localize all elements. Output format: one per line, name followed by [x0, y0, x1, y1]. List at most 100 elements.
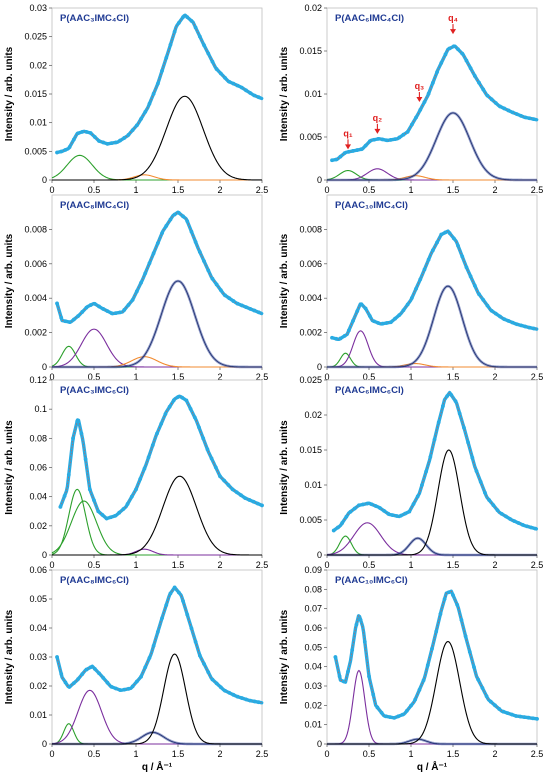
y-tick-label: 0.02	[29, 521, 47, 531]
x-axis-title: q / Å⁻¹	[142, 760, 173, 772]
data-point	[109, 684, 114, 689]
chart-panel-2: 0 0.005 0.01 0.015 0.02 0 0.5 1 1.5 2 2.5 Intensity…	[279, 3, 543, 195]
data-point	[172, 585, 177, 590]
y-tick-label: 0.02	[29, 681, 47, 691]
data-point	[505, 711, 510, 716]
x-tick-label: 2.5	[256, 560, 269, 570]
data-point	[533, 526, 538, 531]
data-point	[481, 87, 486, 92]
data-point	[527, 116, 532, 121]
data-point	[210, 677, 215, 682]
x-tick-label: 0	[324, 185, 329, 195]
data-point	[417, 687, 422, 692]
plot-frame	[51, 7, 263, 181]
y-tick-label: 0.005	[24, 146, 47, 156]
data-point	[210, 59, 215, 64]
data-point	[460, 254, 465, 259]
data-point	[218, 474, 222, 479]
data-point	[495, 508, 500, 513]
data-point	[519, 323, 523, 328]
data-point	[113, 686, 118, 691]
panel-title: P(AAC₈IMC₄Cl)	[60, 200, 129, 211]
data-point	[367, 674, 371, 679]
data-point	[481, 298, 486, 302]
peak-annotation-arrow-head	[416, 97, 423, 103]
x-tick-label: 1.5	[172, 372, 185, 382]
peak-annotation-arrow-head	[374, 128, 381, 134]
x-tick-label: 0.5	[363, 372, 376, 382]
gaussian-peak-3	[52, 731, 262, 746]
data-point	[359, 302, 364, 307]
x-tick-label: 0	[49, 749, 54, 759]
data-point	[403, 511, 408, 516]
data-point	[399, 513, 403, 518]
x-tick-label: 0	[324, 372, 329, 382]
data-point	[193, 240, 198, 244]
data-point	[365, 501, 370, 506]
panel-title: P(AAC₆IMC₆Cl)	[335, 385, 404, 396]
panel-title: P(AAC₆IMC₄Cl)	[335, 13, 404, 24]
data-point	[432, 437, 437, 442]
x-tick-label: 2.5	[531, 372, 544, 382]
gaussian-peak-2	[51, 500, 262, 556]
data-point	[143, 665, 148, 670]
data-point	[401, 308, 406, 313]
peak-annotation-arrow-head	[345, 144, 351, 150]
data-point	[218, 71, 223, 76]
data-point	[80, 310, 85, 314]
data-point	[350, 648, 355, 652]
gaussian-peak-2	[327, 330, 537, 368]
data-point	[498, 104, 502, 109]
data-point	[363, 306, 368, 311]
plot-frame	[326, 7, 538, 181]
data-point	[113, 513, 117, 518]
data-series	[55, 586, 264, 705]
data-point	[239, 493, 243, 498]
y-tick-label: 0.06	[29, 463, 47, 473]
y-axis-title: Intensity / arb. units	[279, 46, 290, 141]
data-point	[260, 503, 264, 508]
data-point	[415, 494, 420, 499]
x-tick-label: 1	[133, 560, 138, 570]
data-point	[143, 271, 148, 276]
data-point	[340, 521, 345, 525]
data-point	[96, 509, 101, 514]
data-point	[384, 138, 389, 143]
data-point	[59, 315, 64, 320]
peak-annotation-label: q₁	[343, 128, 352, 138]
y-tick-label: 0	[317, 362, 322, 372]
data-point	[71, 137, 76, 142]
y-tick-label: 0.02	[304, 700, 322, 710]
data-point	[508, 517, 513, 521]
data-point	[164, 55, 169, 60]
data-point	[474, 469, 479, 473]
data-point	[485, 93, 490, 98]
data-point	[428, 455, 433, 459]
data-point	[451, 44, 456, 49]
data-point	[478, 479, 483, 484]
data-point	[88, 131, 93, 135]
y-tick-label: 0.04	[304, 662, 322, 672]
y-tick-label: 0.07	[304, 604, 322, 614]
y-tick-label: 0.02	[304, 410, 322, 420]
x-tick-label: 2.5	[531, 749, 544, 759]
data-point	[483, 490, 487, 495]
y-tick-label: 0.002	[24, 328, 47, 338]
data-point	[184, 398, 189, 403]
data-point	[193, 640, 198, 644]
gaussian-peak-3	[52, 95, 263, 181]
data-point	[439, 61, 444, 65]
data-point	[214, 282, 219, 287]
data-point	[58, 504, 63, 509]
data-point	[355, 148, 360, 152]
peak-annotation-label: q₃	[415, 81, 425, 91]
data-point	[376, 136, 381, 141]
data-point	[422, 100, 427, 104]
y-tick-label: 0.008	[299, 224, 322, 234]
data-point	[143, 110, 148, 114]
data-point	[430, 80, 435, 85]
data-point	[92, 666, 97, 671]
data-point	[176, 395, 180, 399]
data-point	[459, 617, 464, 622]
data-point	[397, 313, 402, 318]
